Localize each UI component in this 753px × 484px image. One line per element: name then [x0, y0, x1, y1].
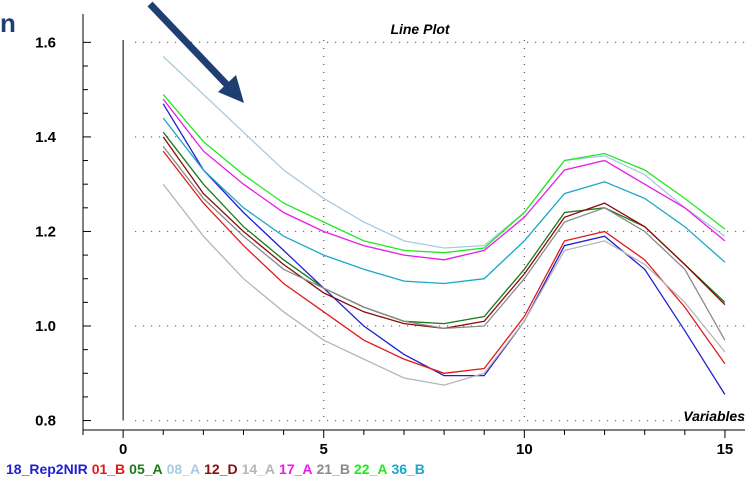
- x-axis-label: Variables: [683, 408, 745, 424]
- legend-item-12_d: 12_D: [204, 461, 238, 477]
- line-plot-chart: 0.8 1.0 1.2 1.4 1.6 0 5 10 15 Line Plot Variabl…: [35, 1, 745, 458]
- x-tick-label: 0: [119, 441, 127, 458]
- x-axis-ticks: 0 5 10 15: [82, 430, 734, 458]
- series-line-17_a: [162, 98, 726, 261]
- x-tick-label: 5: [320, 441, 328, 458]
- series-line-18_rep2nir: [162, 103, 726, 395]
- series-line-05_a: [162, 131, 726, 325]
- y-tick-label: 1.6: [35, 34, 56, 51]
- legend-item-17_a: 17_A: [279, 461, 313, 477]
- x-tick-label: 15: [717, 441, 734, 458]
- legend-item-18_rep2nir: 18_Rep2NIR: [6, 461, 88, 477]
- y-tick-label: 0.8: [35, 413, 56, 430]
- grid-lines: [135, 40, 745, 422]
- series-line-08_a: [162, 56, 726, 249]
- legend-item-21_b: 21_B: [316, 461, 350, 477]
- series-line-36_b: [162, 117, 726, 285]
- legend-item-36_b: 36_B: [391, 461, 425, 477]
- annotation-arrow: [147, 1, 244, 103]
- y-axis-ticks: 0.8 1.0 1.2 1.4 1.6: [35, 34, 91, 430]
- series-line-12_d: [162, 136, 726, 330]
- series-line-01_b: [162, 150, 726, 374]
- legend-item-08_a: 08_A: [166, 461, 201, 477]
- legend-item-14_a: 14_A: [241, 461, 276, 477]
- series-line-21_b: [162, 146, 726, 341]
- cropped-annotation-glyph: n: [0, 8, 16, 38]
- series-line-14_a: [162, 183, 726, 386]
- legend-item-05_a: 05_A: [129, 461, 163, 477]
- series-lines: [162, 56, 726, 395]
- x-tick-label: 10: [516, 441, 533, 458]
- y-tick-label: 1.4: [35, 129, 57, 146]
- legend-item-01_b: 01_B: [91, 461, 126, 477]
- y-tick-label: 1.0: [35, 318, 56, 335]
- y-tick-label: 1.2: [35, 223, 56, 240]
- legend-item-22_a: 22_A: [353, 461, 388, 477]
- chart-title: Line Plot: [390, 21, 450, 37]
- chart-legend: 18_Rep2NIR 01_B 05_A 08_A 12_D 14_A 17_A 21_B 22…: [6, 461, 429, 477]
- series-line-22_a: [162, 93, 726, 254]
